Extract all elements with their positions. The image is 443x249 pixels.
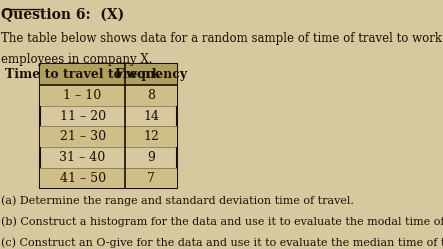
Text: (a) Determine the range and standard deviation time of travel.: (a) Determine the range and standard dev…: [1, 195, 354, 206]
Text: 8: 8: [147, 89, 155, 102]
Text: Time to travel to work: Time to travel to work: [5, 68, 160, 81]
FancyBboxPatch shape: [40, 85, 177, 106]
Text: 11 – 20: 11 – 20: [59, 110, 105, 123]
FancyBboxPatch shape: [40, 64, 177, 85]
FancyBboxPatch shape: [40, 168, 177, 188]
Text: 9: 9: [147, 151, 155, 164]
Text: 14: 14: [143, 110, 159, 123]
Text: 7: 7: [147, 172, 155, 185]
FancyBboxPatch shape: [40, 126, 177, 147]
Text: (c) Construct an O-give for the data and use it to evaluate the median time of t: (c) Construct an O-give for the data and…: [1, 238, 443, 248]
Text: 1 – 10: 1 – 10: [63, 89, 102, 102]
Text: 12: 12: [143, 130, 159, 143]
Text: 21 – 30: 21 – 30: [59, 130, 105, 143]
Text: Question 6:  (X): Question 6: (X): [1, 8, 124, 23]
Text: 31 – 40: 31 – 40: [59, 151, 106, 164]
Text: 41 – 50: 41 – 50: [59, 172, 105, 185]
Text: employees in company X.: employees in company X.: [1, 53, 153, 66]
Text: Frequency: Frequency: [114, 68, 187, 81]
Text: The table below shows data for a random sample of time of travel to work by a ce: The table below shows data for a random …: [1, 32, 443, 45]
Text: (b) Construct a histogram for the data and use it to evaluate the modal time of : (b) Construct a histogram for the data a…: [1, 216, 443, 227]
